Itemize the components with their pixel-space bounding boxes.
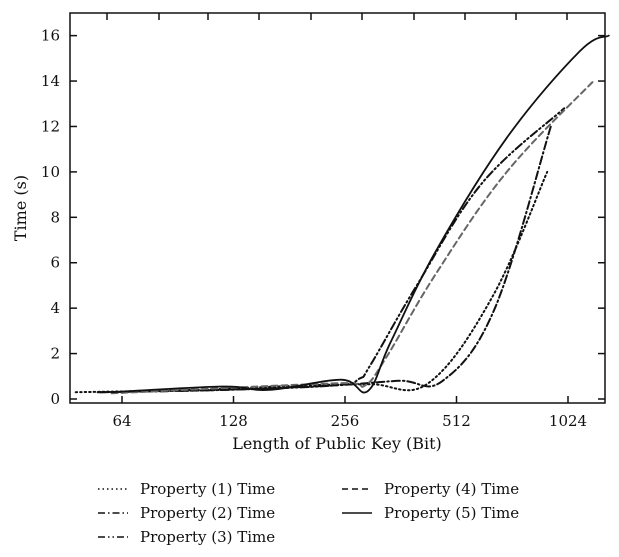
x-axis: 64 128 256 512 1024 bbox=[112, 396, 587, 430]
y-axis: 0 2 4 6 8 10 12 14 16 bbox=[41, 27, 77, 408]
y-tick-label: 0 bbox=[50, 390, 60, 408]
x-tick-label: 64 bbox=[112, 412, 131, 430]
legend-item-property-2: Property (2) Time bbox=[96, 502, 275, 524]
legend-label-property-5: Property (5) Time bbox=[384, 504, 520, 522]
y-tick-label: 6 bbox=[50, 254, 60, 272]
y-axis-title: Time (s) bbox=[11, 175, 30, 241]
series-line-property-3 bbox=[99, 107, 566, 394]
x-tick-label: 128 bbox=[219, 412, 248, 430]
legend-item-property-3: Property (3) Time bbox=[96, 526, 275, 548]
y-tick-label: 8 bbox=[50, 208, 60, 226]
x-tick-label: 256 bbox=[331, 412, 360, 430]
legend-swatch-solid bbox=[342, 512, 372, 514]
legend-swatch-dashdotdot bbox=[98, 536, 128, 538]
legend-label-property-2: Property (2) Time bbox=[140, 504, 276, 522]
legend: Property (1) Time Property (2) Time Prop… bbox=[96, 478, 596, 556]
y-tick-label: 16 bbox=[41, 27, 60, 45]
y-tick-label: 2 bbox=[50, 345, 60, 363]
legend-label-property-4: Property (4) Time bbox=[384, 480, 520, 498]
y-tick-label: 14 bbox=[41, 72, 60, 90]
legend-label-property-3: Property (3) Time bbox=[140, 528, 276, 546]
legend-swatch-dashed bbox=[342, 488, 372, 490]
top-axis-ticks bbox=[106, 13, 568, 20]
series-line-property-1 bbox=[74, 170, 549, 394]
legend-item-property-4: Property (4) Time bbox=[340, 478, 519, 500]
legend-item-property-1: Property (1) Time bbox=[96, 478, 275, 500]
legend-swatch-dotted bbox=[98, 488, 128, 490]
x-tick-label: 1024 bbox=[549, 412, 587, 430]
x-tick-label: 512 bbox=[442, 412, 471, 430]
legend-item-property-5: Property (5) Time bbox=[340, 502, 519, 524]
series-line-property-4 bbox=[110, 80, 595, 395]
series-line-property-2 bbox=[96, 125, 552, 394]
legend-label-property-1: Property (1) Time bbox=[140, 480, 276, 498]
y-tick-label: 4 bbox=[50, 299, 60, 317]
series-layer bbox=[74, 34, 610, 395]
y-tick-label: 12 bbox=[41, 117, 60, 135]
y-tick-label: 10 bbox=[41, 163, 60, 181]
right-axis-ticks bbox=[598, 34, 605, 400]
legend-swatch-dashdot bbox=[98, 512, 128, 514]
x-axis-title: Length of Public Key (Bit) bbox=[232, 434, 442, 453]
series-line-property-5 bbox=[110, 34, 610, 394]
plot-frame bbox=[69, 12, 606, 404]
